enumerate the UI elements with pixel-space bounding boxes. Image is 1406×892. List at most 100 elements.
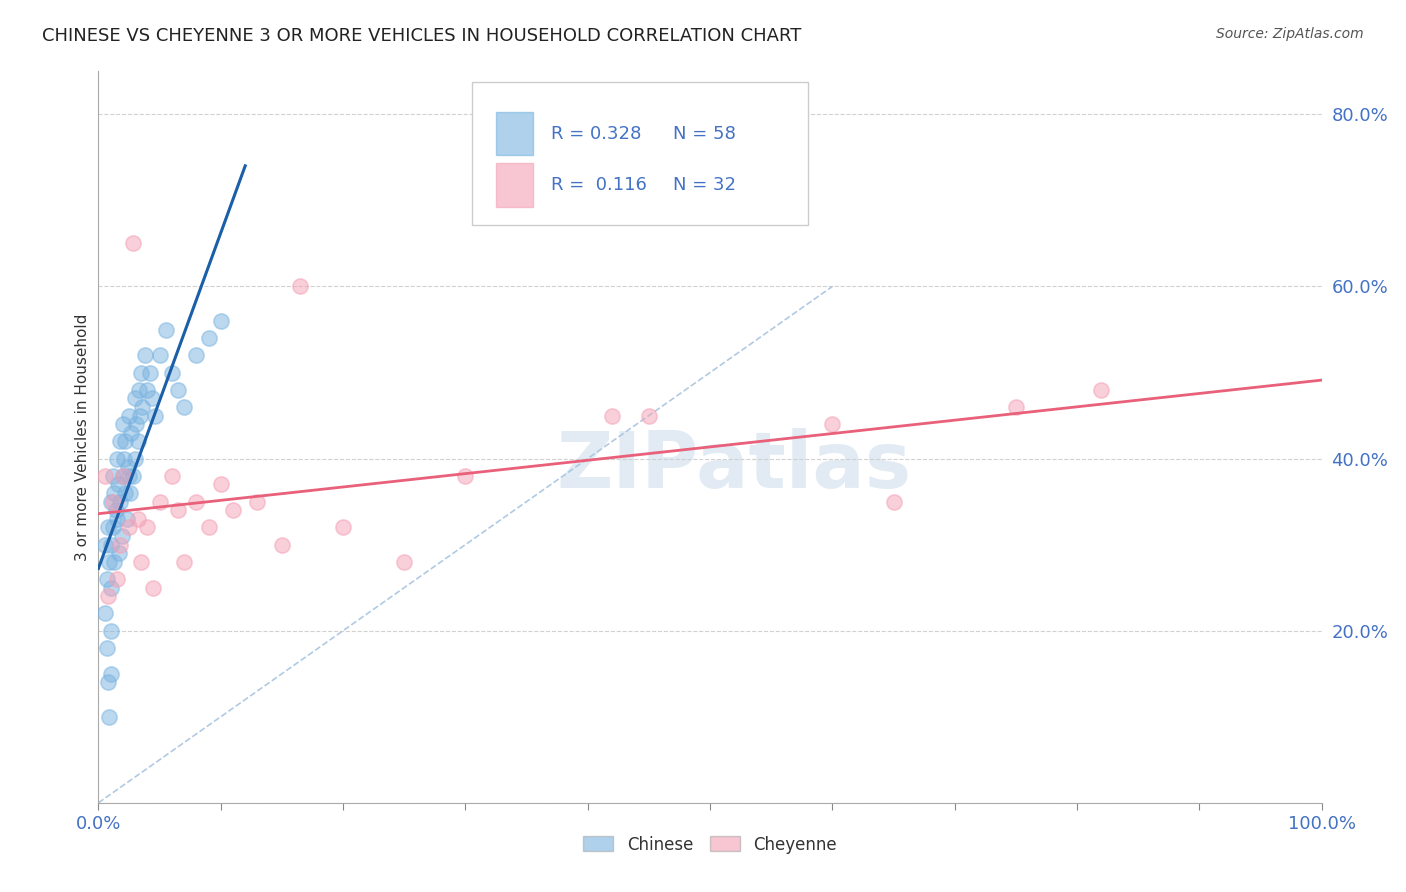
Point	[167, 383, 190, 397]
Point	[1004, 400, 1026, 414]
Point	[121, 468, 143, 483]
Point	[149, 494, 172, 508]
Point	[93, 468, 115, 483]
Text: CHINESE VS CHEYENNE 3 OR MORE VEHICLES IN HOUSEHOLD CORRELATION CHART: CHINESE VS CHEYENNE 3 OR MORE VEHICLES I…	[42, 27, 801, 45]
Y-axis label: 3 or more Vehicles in Household: 3 or more Vehicles in Household	[75, 313, 90, 561]
Point	[120, 486, 142, 500]
Point	[149, 348, 172, 362]
Point	[111, 468, 134, 483]
Point	[129, 366, 152, 380]
Point	[112, 451, 135, 466]
Point	[107, 477, 129, 491]
Point	[131, 400, 153, 414]
Point	[114, 486, 136, 500]
Point	[100, 666, 122, 681]
Point	[142, 581, 165, 595]
Point	[143, 409, 166, 423]
Point	[120, 425, 142, 440]
Point	[160, 366, 183, 380]
Point	[160, 468, 183, 483]
Text: N = 58: N = 58	[673, 125, 737, 143]
Point	[129, 409, 152, 423]
Point	[1090, 383, 1112, 397]
Point	[96, 572, 118, 586]
Point	[197, 331, 219, 345]
Point	[100, 581, 122, 595]
Point	[121, 236, 143, 251]
Point	[104, 503, 127, 517]
Point	[124, 392, 146, 406]
Point	[117, 460, 139, 475]
Point	[118, 468, 141, 483]
Text: Source: ZipAtlas.com: Source: ZipAtlas.com	[1216, 27, 1364, 41]
Point	[134, 348, 156, 362]
Point	[97, 520, 120, 534]
FancyBboxPatch shape	[471, 82, 808, 225]
Point	[197, 520, 219, 534]
Point	[101, 520, 124, 534]
Point	[103, 555, 125, 569]
Point	[98, 555, 121, 569]
Point	[105, 512, 128, 526]
Point	[821, 417, 844, 432]
Point	[118, 520, 141, 534]
FancyBboxPatch shape	[496, 112, 533, 155]
Text: R = 0.328: R = 0.328	[551, 125, 641, 143]
Point	[93, 607, 115, 621]
Point	[98, 710, 121, 724]
Point	[290, 279, 312, 293]
Text: ZIPatlas: ZIPatlas	[557, 428, 912, 504]
Point	[110, 434, 132, 449]
Point	[125, 417, 148, 432]
Point	[883, 494, 905, 508]
Point	[167, 503, 190, 517]
Point	[246, 494, 269, 508]
Point	[155, 322, 177, 336]
Point	[114, 434, 136, 449]
Point	[100, 624, 122, 638]
Point	[332, 520, 354, 534]
Point	[110, 538, 132, 552]
Point	[101, 468, 124, 483]
Point	[136, 383, 159, 397]
Point	[111, 417, 134, 432]
Point	[101, 494, 124, 508]
Point	[209, 477, 232, 491]
Point	[186, 494, 208, 508]
Point	[600, 409, 623, 423]
Point	[222, 503, 245, 517]
FancyBboxPatch shape	[496, 163, 533, 207]
Point	[127, 434, 149, 449]
Point	[100, 494, 122, 508]
Point	[454, 468, 477, 483]
Point	[100, 538, 122, 552]
Legend: Chinese, Cheyenne: Chinese, Cheyenne	[576, 829, 844, 860]
Point	[209, 314, 232, 328]
Text: N = 32: N = 32	[673, 176, 737, 194]
Point	[105, 451, 128, 466]
Point	[270, 538, 294, 552]
Point	[118, 409, 141, 423]
Point	[129, 555, 152, 569]
Point	[108, 546, 131, 560]
Point	[105, 572, 128, 586]
Point	[103, 486, 125, 500]
Point	[392, 555, 416, 569]
Point	[173, 555, 195, 569]
Point	[93, 538, 115, 552]
Point	[139, 366, 162, 380]
Point	[637, 409, 661, 423]
Point	[136, 520, 159, 534]
Point	[128, 383, 150, 397]
Point	[111, 468, 134, 483]
Point	[186, 348, 208, 362]
Point	[110, 494, 132, 508]
Point	[124, 451, 146, 466]
Point	[96, 640, 118, 655]
Point	[141, 392, 163, 406]
Point	[97, 675, 120, 690]
Point	[173, 400, 195, 414]
Text: R =  0.116: R = 0.116	[551, 176, 647, 194]
Point	[115, 512, 138, 526]
Point	[97, 589, 120, 603]
